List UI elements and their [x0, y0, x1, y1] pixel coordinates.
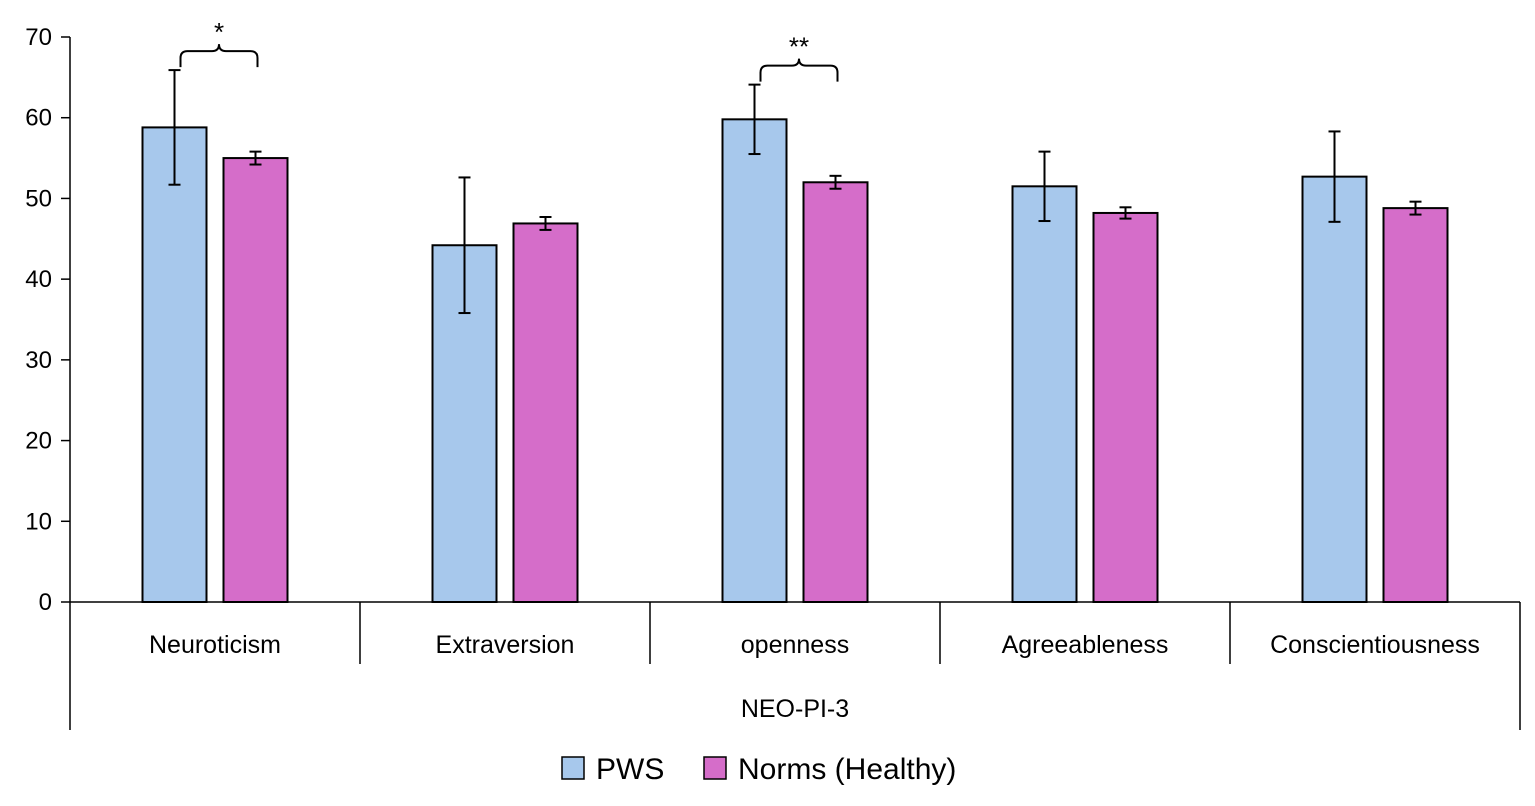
legend-swatch [561, 756, 585, 780]
bar [802, 181, 869, 604]
y-tick-label: 0 [39, 589, 52, 616]
category-label: Agreeableness [1002, 631, 1169, 659]
plot-area: * ** [141, 17, 1449, 604]
legend: PWS Norms (Healthy) [561, 753, 956, 786]
bar [1301, 175, 1368, 603]
x-axis-group-label: NEO-PI-3 [741, 695, 849, 723]
bar [721, 118, 788, 603]
y-tick-label: 10 [25, 508, 52, 535]
legend-label: Norms (Healthy) [738, 753, 956, 786]
significance-bracket [759, 58, 839, 82]
bar [1382, 207, 1449, 603]
y-tick-label: 60 [25, 105, 52, 132]
bar [222, 157, 289, 603]
bar [512, 222, 579, 603]
legend-label: PWS [596, 753, 664, 786]
y-tick-label: 50 [25, 185, 52, 212]
axes: 0 10 20 30 40 50 60 70 Neuroticism Extraversion op… [25, 24, 1521, 730]
significance-bracket [179, 44, 259, 68]
category-label: Neuroticism [149, 631, 281, 659]
y-tick-label: 40 [25, 266, 52, 293]
category-label: Extraversion [436, 631, 575, 659]
bar [141, 126, 208, 604]
significance-label: * [214, 17, 224, 47]
bar [1011, 185, 1078, 603]
category-label: Conscientiousness [1270, 631, 1480, 659]
y-tick-label: 30 [25, 347, 52, 374]
significance-label: ** [789, 32, 809, 62]
category-label: openness [741, 631, 849, 659]
legend-swatch [703, 756, 727, 780]
y-tick-label: 20 [25, 428, 52, 455]
y-tick-label: 70 [25, 24, 52, 51]
bar [1092, 211, 1159, 603]
